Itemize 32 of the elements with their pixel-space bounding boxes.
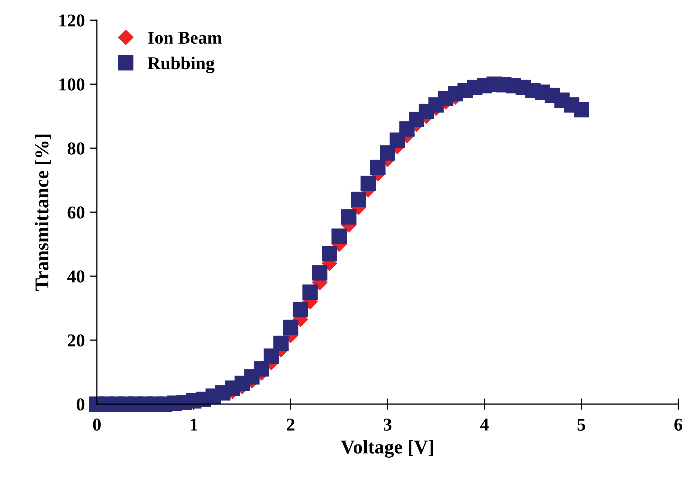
point [264,348,280,364]
point [302,284,318,300]
point [351,192,366,208]
y-tick-label: 40 [68,270,85,283]
y-tick-label: 60 [68,206,85,219]
y-tick-label: 120 [60,14,85,27]
x-tick-label: 6 [674,418,683,431]
point [312,266,328,281]
y-axis-title: Transmittance [%] [35,134,52,292]
y-tick-label: 80 [68,142,85,155]
x-tick-label: 4 [480,418,489,431]
x-tick-label: 5 [578,418,586,431]
point [574,102,590,118]
point [360,176,376,192]
x-tick-label: 1 [190,418,198,431]
point [332,228,348,244]
y-tick-label: 100 [60,78,85,91]
point [274,336,289,352]
legend-label: Rubbing [148,56,215,74]
legend-label: Ion Beam [148,32,222,44]
y-tick-label: 0 [76,398,85,411]
point [370,160,386,176]
point [380,146,396,161]
x-axis-title: Voltage [V] [341,440,434,458]
point [341,210,357,225]
point [322,246,338,262]
x-tick-label: 2 [287,418,295,431]
point [283,320,299,336]
x-tick-label: 0 [93,418,101,431]
x-tick-label: 3 [384,418,392,431]
y-tick-label: 20 [68,334,85,347]
point [292,302,308,318]
